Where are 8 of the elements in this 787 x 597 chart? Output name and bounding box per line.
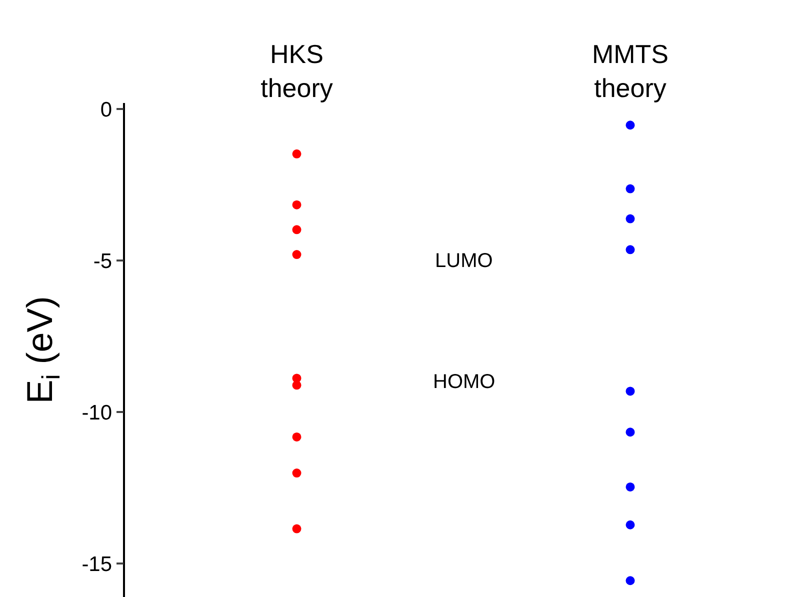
annotation: LUMO	[435, 250, 493, 272]
y-tick-label: -10	[82, 401, 112, 424]
y-tick-label: -5	[93, 250, 112, 273]
y-tick-label: 0	[100, 98, 112, 122]
x-tick-label: MMTS theory	[592, 39, 669, 103]
y-tick-label: -15	[82, 553, 112, 576]
annotation: HOMO	[433, 371, 496, 393]
x-tick-label: HKS theory	[260, 39, 333, 103]
